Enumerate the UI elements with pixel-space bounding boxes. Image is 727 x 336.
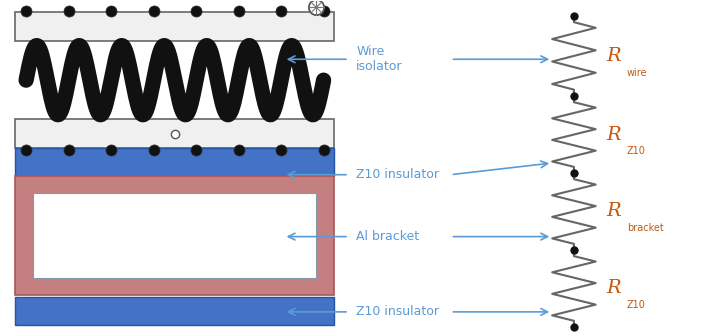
Bar <box>15 120 334 148</box>
Text: Z10: Z10 <box>627 146 646 156</box>
Text: Z10 insulator: Z10 insulator <box>356 168 439 181</box>
Text: Z10 insulator: Z10 insulator <box>356 305 439 319</box>
Bar <box>15 12 334 41</box>
Text: wire: wire <box>627 68 648 78</box>
Text: bracket: bracket <box>627 223 664 233</box>
Text: R: R <box>606 203 621 220</box>
Text: R: R <box>606 280 621 297</box>
Bar <box>15 176 334 295</box>
Text: Z10: Z10 <box>627 300 646 310</box>
Bar <box>33 193 316 279</box>
Text: R: R <box>606 47 621 65</box>
Text: R: R <box>606 126 621 143</box>
Bar <box>15 148 334 176</box>
Text: Wire
isolator: Wire isolator <box>356 45 403 73</box>
Text: Al bracket: Al bracket <box>356 230 419 243</box>
Bar <box>15 297 334 325</box>
